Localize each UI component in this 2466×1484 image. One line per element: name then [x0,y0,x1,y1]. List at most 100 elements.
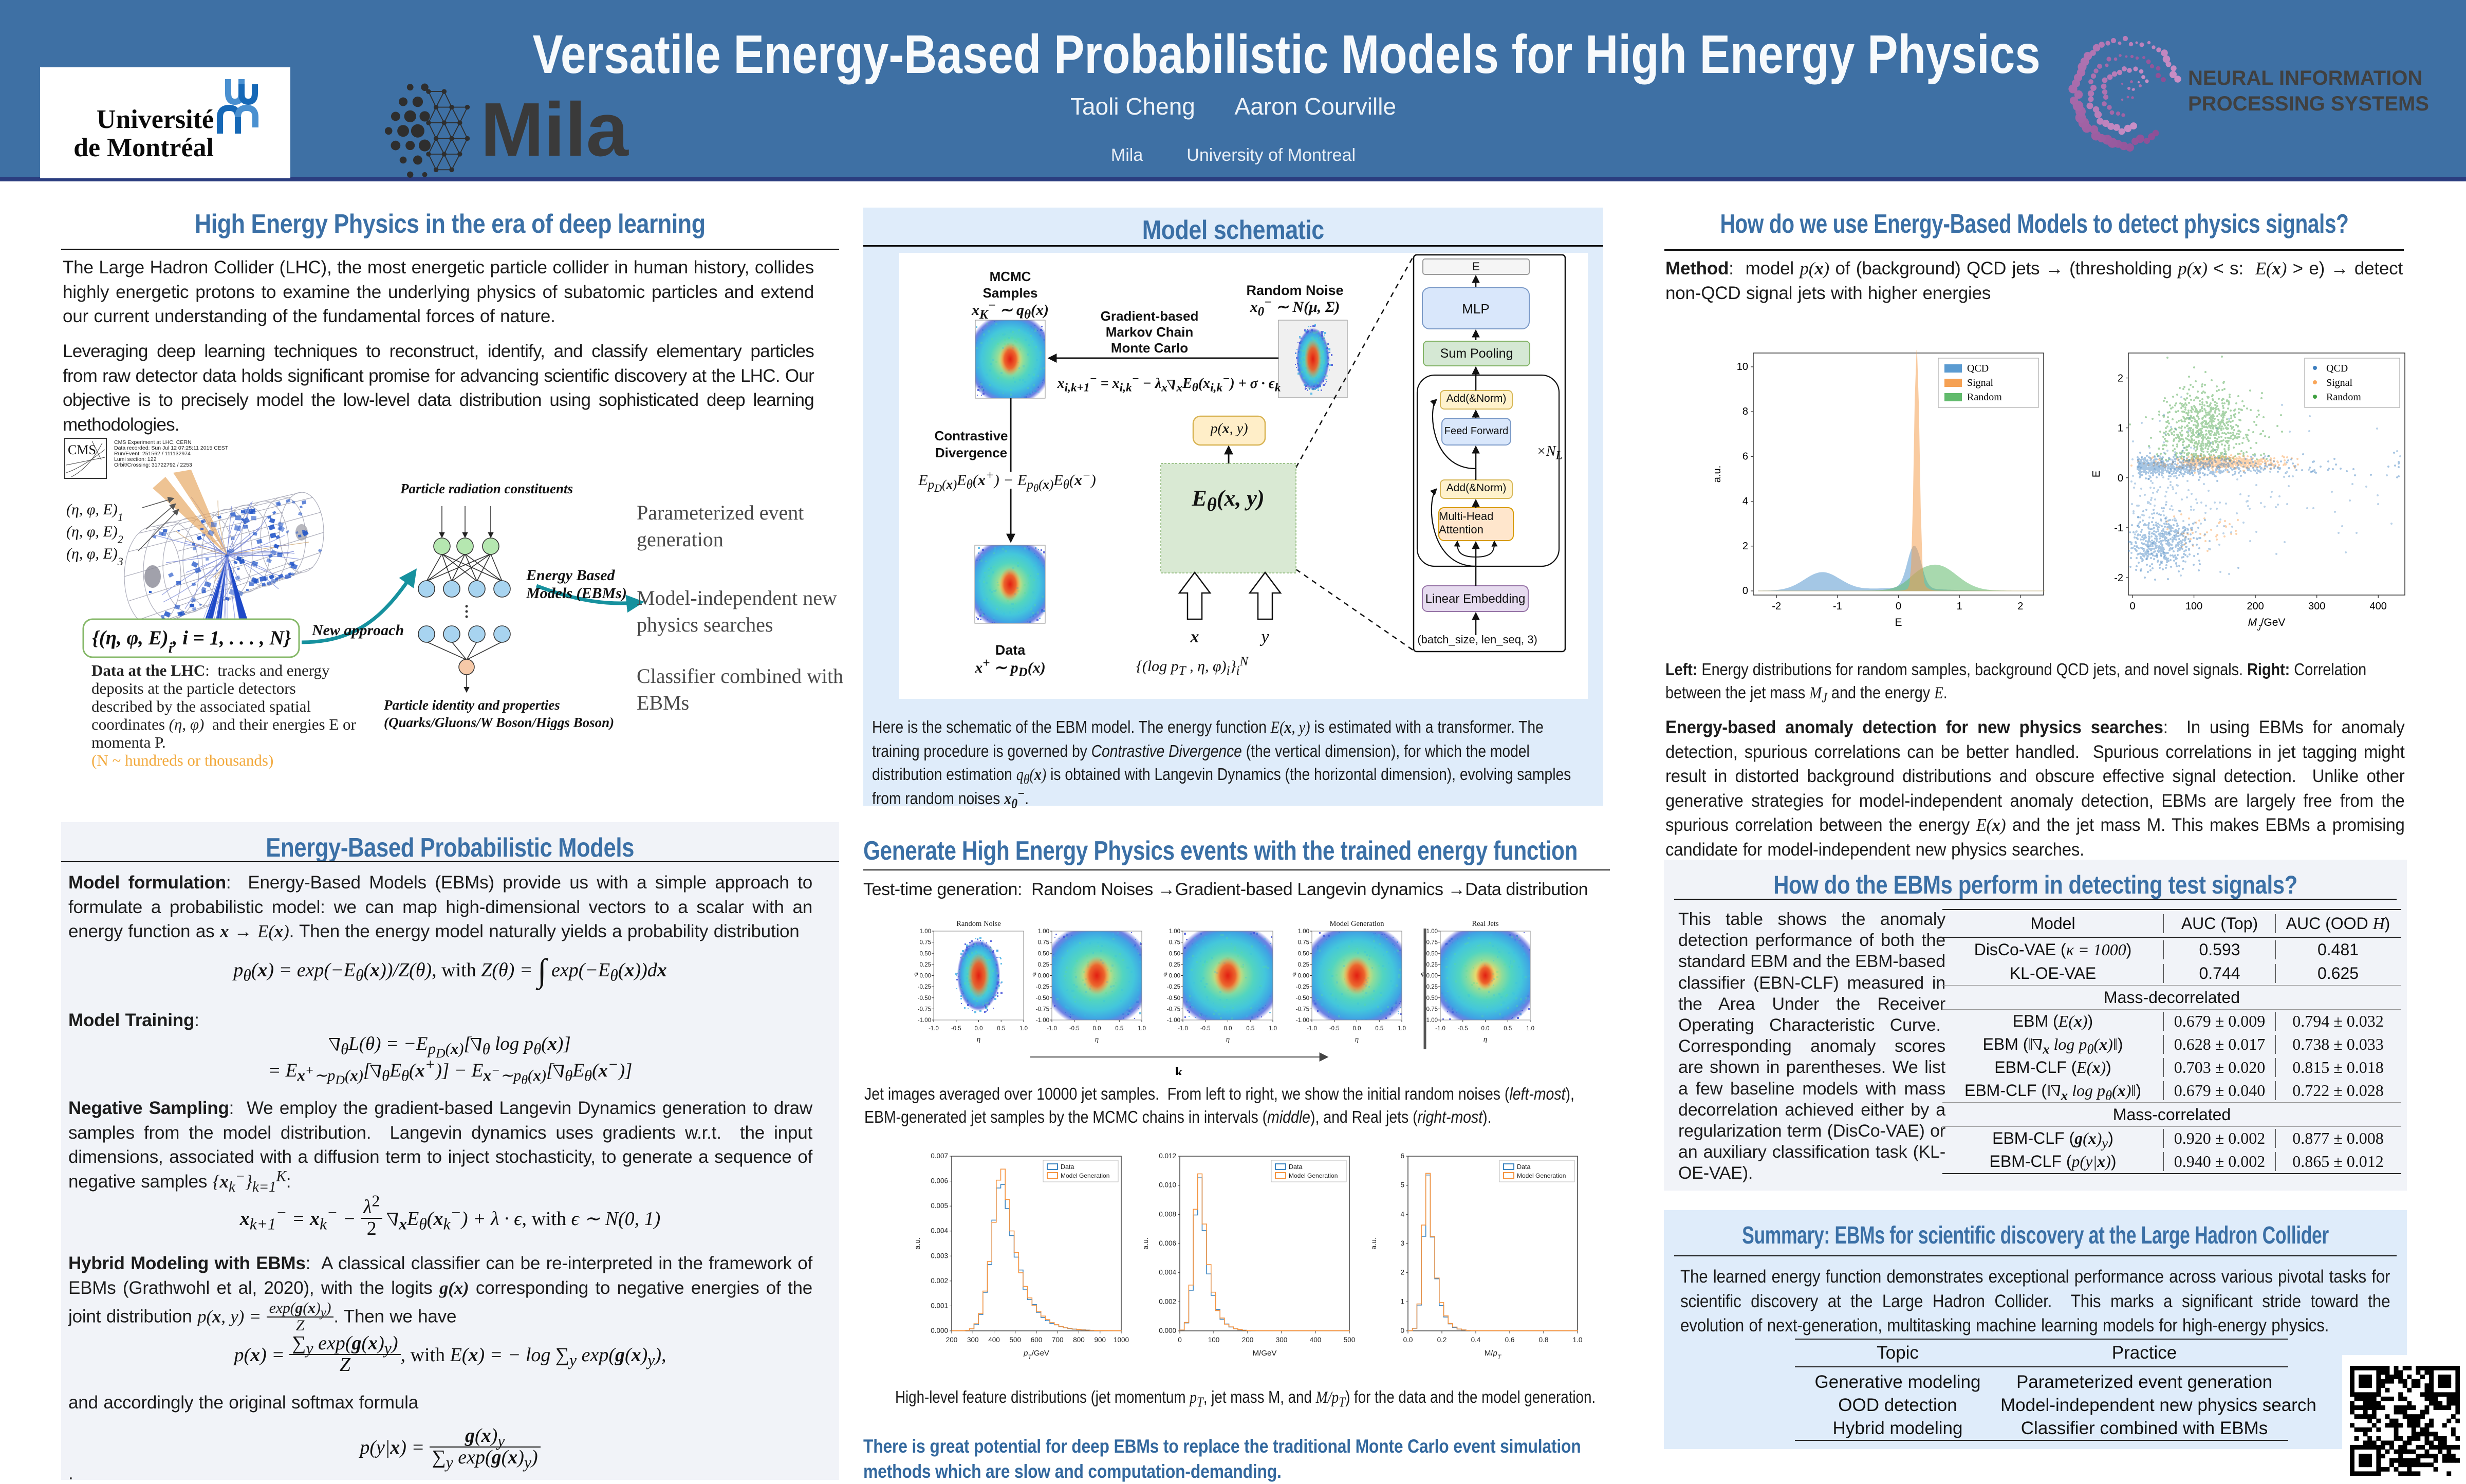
svg-text:0: 0 [1896,601,1901,612]
svg-text:-0.75: -0.75 [1036,1006,1049,1012]
svg-text:100: 100 [2185,601,2202,612]
svg-text:0.00: 0.00 [1426,973,1438,979]
svg-text:400: 400 [2370,601,2387,612]
svg-text:0.0: 0.0 [1093,1026,1101,1032]
svg-text:1.00: 1.00 [1426,929,1438,935]
svg-text:-0.50: -0.50 [1036,995,1049,1001]
svg-text:8: 8 [1742,406,1748,417]
svg-text:0.0: 0.0 [1403,1336,1413,1344]
svg-text:300: 300 [2308,601,2325,612]
svg-text:-0.5: -0.5 [1329,1026,1340,1032]
svg-text:2: 2 [2118,373,2123,384]
svg-text:0.25: 0.25 [1038,962,1049,968]
svg-text:η: η [977,1035,980,1044]
svg-text:0.5: 0.5 [1115,1026,1123,1032]
svg-text:0.75: 0.75 [1038,940,1049,946]
svg-text:5: 5 [1400,1181,1404,1189]
svg-text:Orbit/Crossing: 31722792 / 225: Orbit/Crossing: 31722792 / 2253 [114,462,192,468]
svg-text:4: 4 [1742,496,1748,507]
svg-text:900: 900 [1094,1336,1106,1344]
svg-text:Signal: Signal [1967,377,1994,388]
svg-text:-1: -1 [2114,523,2123,534]
svg-text:0.75: 0.75 [920,940,931,946]
svg-text:-1.0: -1.0 [1047,1026,1057,1032]
svg-text:0.6: 0.6 [1505,1336,1515,1344]
svg-text:-1.00: -1.00 [1296,1017,1309,1024]
svg-text:η: η [1484,1035,1487,1044]
svg-text:1.0: 1.0 [1398,1026,1406,1032]
svg-text:a.u.: a.u. [913,1237,921,1249]
svg-text:0.000: 0.000 [931,1327,948,1334]
svg-text:-0.75: -0.75 [1167,1006,1180,1012]
svg-text:-1.0: -1.0 [1307,1026,1317,1032]
svg-text:200: 200 [946,1336,958,1344]
svg-text:Model Generation: Model Generation [1517,1172,1566,1179]
svg-text:φ: φ [1292,970,1296,977]
svg-text:Model Generation: Model Generation [1330,920,1385,928]
svg-text:-0.75: -0.75 [1424,1006,1438,1012]
svg-text:1.00: 1.00 [1169,929,1180,935]
svg-text:0.0: 0.0 [1481,1026,1490,1032]
svg-text:0.4: 0.4 [1471,1336,1481,1344]
svg-text:400: 400 [1310,1336,1322,1344]
svg-text:-0.75: -0.75 [1296,1006,1309,1012]
svg-text:-0.25: -0.25 [1167,984,1180,990]
svg-text:QCD: QCD [1967,363,1989,374]
svg-text:1.00: 1.00 [920,929,931,935]
svg-text:0.00: 0.00 [1298,973,1309,979]
svg-text:φ: φ [1032,970,1036,977]
svg-text:0.5: 0.5 [1504,1026,1512,1032]
svg-text:-1: -1 [1833,601,1842,612]
svg-text:-1.0: -1.0 [1435,1026,1445,1032]
svg-text:-0.25: -0.25 [1296,984,1309,990]
svg-text:Data: Data [1289,1163,1302,1171]
svg-text:4: 4 [1400,1210,1404,1218]
svg-text:0.004: 0.004 [1159,1269,1176,1276]
svg-text:Random: Random [2326,392,2361,403]
svg-text:0.00: 0.00 [920,973,931,979]
svg-text:QCD: QCD [2326,363,2348,374]
svg-text:0: 0 [1400,1327,1404,1334]
svg-text:0.0: 0.0 [975,1026,983,1032]
svg-text:300: 300 [1276,1336,1288,1344]
svg-text:-0.5: -0.5 [1069,1026,1080,1032]
svg-text:E: E [1895,617,1902,628]
svg-text:0.00: 0.00 [1169,973,1180,979]
svg-text:1.0: 1.0 [1526,1026,1534,1032]
svg-text:0.50: 0.50 [920,951,931,957]
svg-text:-1.00: -1.00 [1167,1017,1180,1024]
svg-text:Signal: Signal [2326,377,2353,388]
svg-text:0.0: 0.0 [1224,1026,1232,1032]
svg-text:0.010: 0.010 [1159,1181,1176,1189]
svg-text:0.002: 0.002 [1159,1297,1176,1305]
svg-text:-0.5: -0.5 [951,1026,961,1032]
svg-text:10: 10 [1737,361,1748,373]
svg-text:0.75: 0.75 [1298,940,1309,946]
svg-text:-1.00: -1.00 [918,1017,931,1024]
svg-text:1.0: 1.0 [1269,1026,1277,1032]
svg-text:0.5: 0.5 [1246,1026,1254,1032]
svg-text:0.008: 0.008 [1159,1210,1176,1218]
svg-text:-2: -2 [2114,572,2123,584]
svg-text:0.006: 0.006 [1159,1239,1176,1247]
svg-text:700: 700 [1052,1336,1064,1344]
svg-text:-0.5: -0.5 [1200,1026,1211,1032]
svg-text:1: 1 [2118,423,2123,434]
svg-text:0.5: 0.5 [997,1026,1005,1032]
svg-text:-0.5: -0.5 [1458,1026,1468,1032]
svg-text:400: 400 [988,1336,1000,1344]
svg-text:0.25: 0.25 [1169,962,1180,968]
svg-text:1.0: 1.0 [1138,1026,1146,1032]
svg-text:0: 0 [1178,1336,1182,1344]
svg-text:0.006: 0.006 [931,1177,948,1185]
svg-text:0.00: 0.00 [1038,973,1049,979]
svg-text:Mila: Mila [480,87,629,172]
svg-text:6: 6 [1742,451,1748,462]
svg-text:-0.25: -0.25 [1424,984,1438,990]
svg-text:-1.00: -1.00 [1424,1017,1438,1024]
svg-text:Data: Data [1517,1163,1530,1171]
svg-text:Model Generation: Model Generation [1289,1172,1338,1179]
svg-text:1.0: 1.0 [1573,1336,1583,1344]
svg-text:0.50: 0.50 [1169,951,1180,957]
svg-text:0.50: 0.50 [1298,951,1309,957]
